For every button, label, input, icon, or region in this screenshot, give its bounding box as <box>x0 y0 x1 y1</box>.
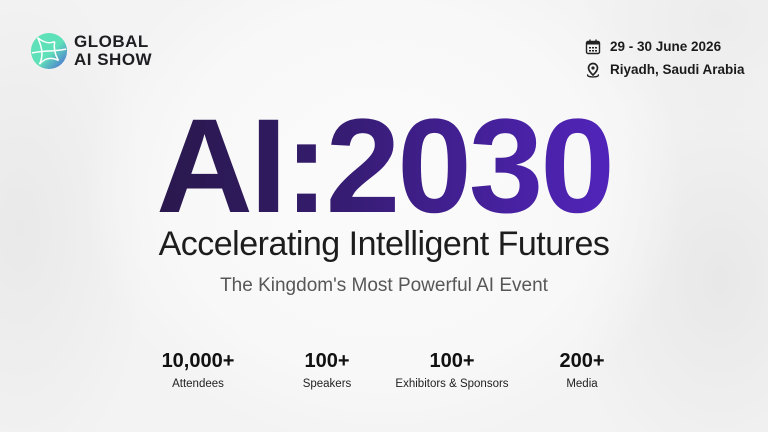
headline: AI:2030 <box>0 92 768 242</box>
brand-line-1: GLOBAL <box>74 32 149 51</box>
event-info: 29 - 30 June 2026 Riyadh, Saudi Arabia <box>585 35 745 81</box>
stat-label: Media <box>566 378 598 390</box>
stat-media: 200+ Media <box>482 350 682 391</box>
stat-value: 10,000+ <box>161 350 235 372</box>
stat-label: Speakers <box>302 378 352 390</box>
brand-line-2: AI SHOW <box>74 50 153 69</box>
stat-label: Attendees <box>172 378 224 390</box>
tagline: The Kingdom's Most Powerful AI Event <box>220 275 548 296</box>
brand-logo: GLOBAL AI SHOW <box>30 32 152 70</box>
calendar-icon <box>585 39 601 54</box>
stat-attendees: 10,000+ Attendees <box>98 350 298 391</box>
event-location: Riyadh, Saudi Arabia <box>585 58 745 81</box>
stat-label: Exhibitors & Sponsors <box>395 378 509 390</box>
stat-value: 100+ <box>429 350 475 372</box>
event-date-text: 29 - 30 June 2026 <box>610 39 722 54</box>
stat-value: 100+ <box>304 350 350 372</box>
stat-value: 200+ <box>559 350 605 372</box>
headline-text: AI:2030 <box>156 92 612 241</box>
stat-speakers: 100+ Speakers <box>227 350 427 391</box>
event-date: 29 - 30 June 2026 <box>585 35 745 58</box>
subtitle: Accelerating Intelligent Futures <box>158 225 610 263</box>
event-location-text: Riyadh, Saudi Arabia <box>610 62 745 77</box>
map-pin-icon <box>586 62 600 78</box>
stat-exhibitors: 100+ Exhibitors & Sponsors <box>352 350 552 391</box>
globe-logo-icon <box>30 32 68 70</box>
